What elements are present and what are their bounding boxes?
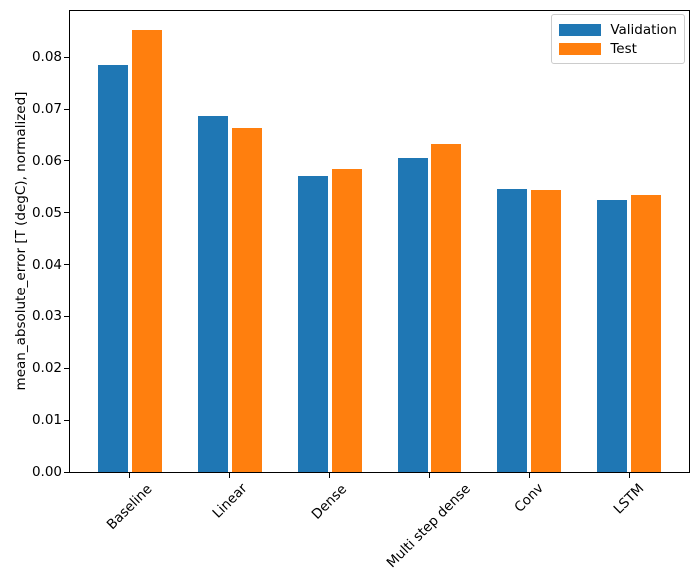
legend-swatch-test-icon [559, 42, 602, 55]
x-tick-label-linear: Linear [209, 480, 251, 522]
bar-validation-lstm [597, 199, 628, 472]
bar-validation-conv [497, 189, 528, 472]
x-tick-label-baseline: Baseline [104, 480, 156, 533]
y-tick-label-0.02: 0.02 [31, 360, 62, 377]
y-tick-mark-0.08 [64, 56, 69, 58]
x-tick-label-conv: Conv [511, 480, 548, 517]
bar-test-linear [231, 128, 262, 472]
legend-item-test: Test [559, 39, 677, 58]
bar-test-conv [531, 190, 562, 472]
y-tick-label-0.05: 0.05 [31, 204, 62, 221]
x-tick-mark-conv [528, 473, 530, 478]
legend-item-validation: Validation [559, 20, 677, 39]
legend-swatch-validation-icon [559, 23, 602, 36]
legend-label-validation: Validation [610, 21, 677, 38]
y-tick-mark-0.05 [64, 212, 69, 214]
bar-validation-linear [197, 116, 228, 472]
plot-area [69, 10, 690, 473]
bar-validation-baseline [98, 64, 128, 472]
x-tick-mark-dense [329, 473, 331, 478]
x-tick-label-dense: Dense [308, 480, 351, 523]
y-tick-mark-0.01 [64, 419, 69, 421]
bar-validation-dense [297, 175, 328, 472]
y-tick-mark-0.02 [64, 367, 69, 369]
y-tick-label-0.06: 0.06 [31, 152, 62, 169]
x-tick-mark-multi-step-dense [428, 473, 430, 478]
x-tick-mark-lstm [628, 473, 630, 478]
y-tick-mark-0.06 [64, 160, 69, 162]
bar-test-dense [331, 169, 362, 472]
y-tick-mark-0.07 [64, 108, 69, 110]
y-tick-label-0.01: 0.01 [31, 412, 62, 429]
y-tick-label-0.04: 0.04 [31, 256, 62, 273]
y-tick-label-0.08: 0.08 [31, 49, 62, 66]
y-tick-mark-0.04 [64, 264, 69, 266]
y-tick-label-0.00: 0.00 [31, 464, 62, 480]
y-tick-mark-0.00 [64, 471, 69, 473]
x-tick-mark-baseline [129, 473, 131, 478]
y-tick-label-0.03: 0.03 [31, 308, 62, 325]
y-tick-label-0.07: 0.07 [31, 101, 62, 117]
x-tick-mark-linear [229, 473, 231, 478]
bar-test-lstm [631, 195, 662, 472]
bar-test-multi-step-dense [431, 144, 462, 472]
legend-label-test: Test [610, 40, 637, 57]
y-tick-mark-0.03 [64, 315, 69, 317]
y-axis-label: mean_absolute_error [T (degC), normalize… [13, 91, 29, 391]
bar-test-baseline [131, 30, 162, 472]
x-tick-label-lstm: LSTM [610, 480, 648, 518]
x-tick-label-multi-step-dense: Multi step dense [384, 480, 475, 572]
bar-validation-multi-step-dense [397, 157, 428, 472]
legend: Validation Test [551, 14, 685, 64]
